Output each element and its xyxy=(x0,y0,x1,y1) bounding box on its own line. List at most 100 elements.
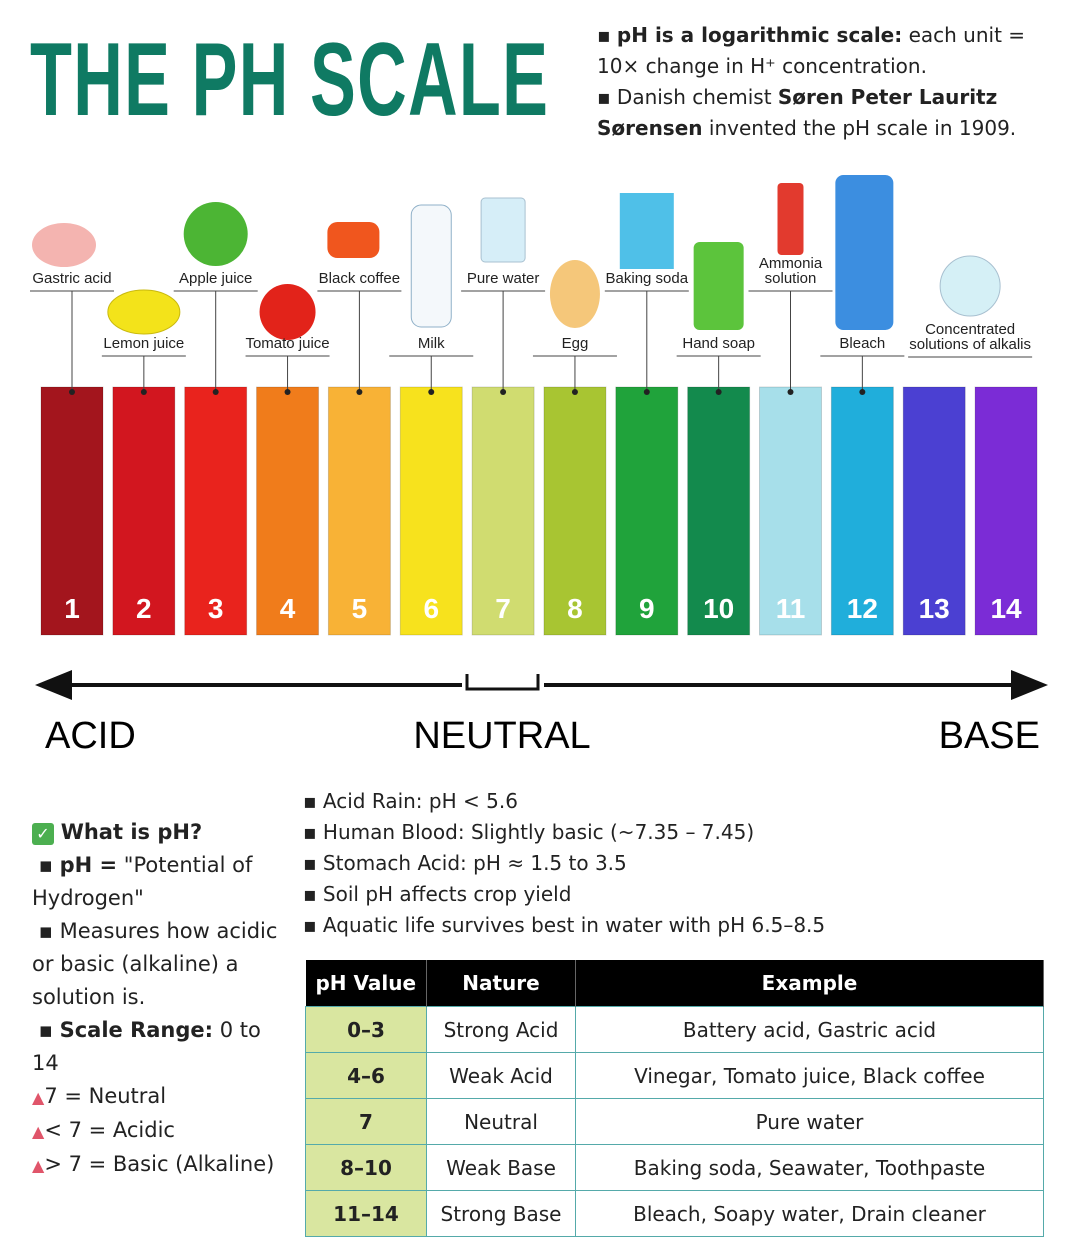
substance-label: Gastric acid xyxy=(32,270,111,287)
ph-bar xyxy=(974,386,1038,636)
arrow-head xyxy=(35,670,72,700)
substance-label: Tomato juice xyxy=(245,335,329,352)
ph-table: pH Value Nature Example 0–3 Strong Acid Batte… xyxy=(305,960,1044,1237)
notes: ▪ pH is a logarithmic scale: each unit =… xyxy=(597,20,1067,144)
ph-bar xyxy=(543,386,607,636)
ph-number: 2 xyxy=(136,593,152,624)
note-text: each unit = 10× change in H⁺ concentrati… xyxy=(597,23,1026,78)
ph-bar xyxy=(902,386,966,636)
table-cell: 7 xyxy=(305,1098,427,1145)
neutral-bracket xyxy=(465,674,540,691)
ph-bar xyxy=(615,386,679,636)
table-cell: Battery acid, Gastric acid xyxy=(575,1006,1044,1053)
item-text: < 7 = Acidic xyxy=(44,1118,175,1142)
substance-label: Milk xyxy=(418,335,445,352)
table-cell: Strong Base xyxy=(426,1190,576,1237)
header-cell: pH Value xyxy=(305,960,427,1007)
substance-label: Lemon juice xyxy=(103,335,184,352)
ph-bar xyxy=(256,386,320,636)
icon xyxy=(549,260,600,328)
note-text: invented the pH scale in 1909. xyxy=(708,116,1017,140)
ph-number: 14 xyxy=(990,593,1022,624)
ph-number: 6 xyxy=(423,593,439,624)
ph-bar xyxy=(184,386,248,636)
fact-text: Stomach Acid: pH ≈ 1.5 to 3.5 xyxy=(322,851,627,875)
item: ▪ Scale Range: 0 to 14 xyxy=(32,1018,261,1075)
table-cell: Pure water xyxy=(575,1098,1044,1145)
table-row: 0–3 Strong Acid Battery acid, Gastric acid xyxy=(305,1006,1044,1053)
fact: ▪ Aquatic life survives best in water wi… xyxy=(303,913,826,937)
table-cell: Neutral xyxy=(426,1098,576,1145)
ph-bar xyxy=(471,386,535,636)
icon xyxy=(693,242,744,330)
icon xyxy=(32,223,96,267)
item-text: 7 = Neutral xyxy=(44,1084,167,1108)
ph-number: 11 xyxy=(776,593,806,624)
table-cell: Baking soda, Seawater, Toothpaste xyxy=(575,1144,1044,1191)
substance-label: Black coffee xyxy=(319,270,400,287)
pointer-dot xyxy=(500,389,507,395)
item-text: Measures how acidic or basic (alkaline) … xyxy=(32,919,278,1009)
substance-label: Concentrated xyxy=(925,321,1015,338)
note: ▪ Danish chemist Søren Peter Lauritz Sør… xyxy=(597,85,1017,140)
heading: ✓ What is pH? xyxy=(32,816,294,849)
axis-label: ACID xyxy=(45,715,136,757)
note-text: Danish chemist xyxy=(616,85,772,109)
table-row: 8–10 Weak Base Baking soda, Seawater, Toot… xyxy=(305,1144,1044,1191)
fact-text: Acid Rain: pH < 5.6 xyxy=(322,789,518,813)
icon xyxy=(327,222,380,258)
ph-number: 3 xyxy=(208,593,224,624)
header-cell: Example xyxy=(575,960,1044,1007)
ph-number: 4 xyxy=(280,593,296,624)
table-cell: 4–6 xyxy=(305,1052,427,1099)
fact-text: Aquatic life survives best in water with… xyxy=(322,913,826,937)
ph-bar xyxy=(40,386,104,636)
icon xyxy=(259,284,316,340)
ph-bar xyxy=(399,386,463,636)
ph-bar xyxy=(830,386,894,636)
item: ▪ Measures how acidic or basic (alkaline… xyxy=(32,919,278,1009)
pointer-dot xyxy=(787,389,794,395)
arrow-head xyxy=(1011,670,1048,700)
item-text: > 7 = Basic (Alkaline) xyxy=(44,1152,275,1176)
icon xyxy=(939,255,1001,317)
title: THE PH SCALE xyxy=(30,22,550,138)
table-row: 4–6 Weak Acid Vinegar, Tomato juice, Black… xyxy=(305,1052,1044,1099)
icon xyxy=(777,183,804,255)
pointer-dot xyxy=(140,389,147,395)
icon xyxy=(107,289,181,335)
item: ▲> 7 = Basic (Alkaline) xyxy=(32,1152,275,1176)
table-row: 7 Neutral Pure water xyxy=(305,1098,1044,1145)
item-bold: Scale Range: xyxy=(59,1018,214,1042)
pointer-dot xyxy=(356,389,363,395)
ph-number: 10 xyxy=(703,593,734,624)
facts: ▪ Acid Rain: pH < 5.6 ▪ Human Blood: Slig… xyxy=(303,786,825,941)
ph-bar xyxy=(687,386,751,636)
substance-label: Apple juice xyxy=(179,270,252,287)
substance-label: Egg xyxy=(562,335,589,352)
header-cell: Nature xyxy=(426,960,576,1007)
ph-number: 13 xyxy=(919,593,950,624)
pointer-dot xyxy=(69,389,75,395)
table-cell: 0–3 xyxy=(305,1006,427,1053)
item: ▪ pH = "Potential of Hydrogen" xyxy=(32,853,253,910)
pointer-dot xyxy=(284,389,291,395)
axis-label: BASE xyxy=(939,715,1040,757)
ph-scale: ACID NEUTRAL BASE 1 2 3 4 5 6 7 8 9 10 11 12 13 14Gas… xyxy=(30,175,1048,757)
icon xyxy=(619,193,674,269)
item-text: "Potential of Hydrogen" xyxy=(32,853,253,910)
substance-label: Baking soda xyxy=(606,270,689,287)
fact-text: Human Blood: Slightly basic (~7.35 – 7.4… xyxy=(322,820,755,844)
fact-text: Soil pH affects crop yield xyxy=(322,882,572,906)
table-cell: Bleach, Soapy water, Drain cleaner xyxy=(575,1190,1044,1237)
ph-number: 5 xyxy=(352,593,368,624)
table-row: 11–14 Strong Base Bleach, Soapy water, Dra… xyxy=(305,1190,1044,1237)
note-bold: pH is a logarithmic scale: xyxy=(616,23,903,47)
icon xyxy=(410,204,452,328)
fact: ▪ Human Blood: Slightly basic (~7.35 – 7… xyxy=(303,820,755,844)
table-cell: Vinegar, Tomato juice, Black coffee xyxy=(575,1052,1044,1099)
fact: ▪ Soil pH affects crop yield xyxy=(303,882,572,906)
axis-label: NEUTRAL xyxy=(413,715,590,757)
ph-number: 7 xyxy=(495,593,511,624)
